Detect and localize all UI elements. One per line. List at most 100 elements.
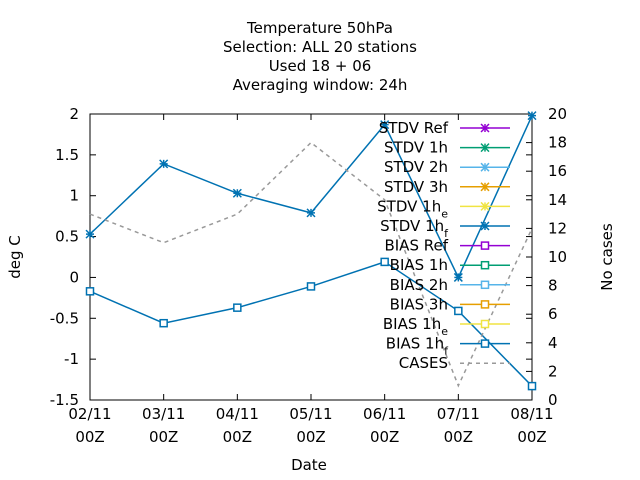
y-tick-label: 0.5 xyxy=(55,228,79,246)
plot-border xyxy=(89,113,533,401)
legend-label: BIAS 1he xyxy=(383,315,448,338)
y-tick-label: 2 xyxy=(69,105,79,123)
legend-marker xyxy=(480,319,490,329)
legend-marker xyxy=(480,339,490,348)
title-line-1: Temperature 50hPa xyxy=(246,19,393,37)
point-bias_1hf xyxy=(454,306,463,316)
legend-label: BIAS Ref xyxy=(384,237,448,255)
plot-area xyxy=(89,113,533,401)
legend-item: STDV 1h xyxy=(384,139,510,157)
legend-item: STDV Ref xyxy=(379,119,510,137)
legend-marker xyxy=(480,123,490,133)
y2-tick-label: 6 xyxy=(548,305,558,323)
legend-marker xyxy=(480,182,490,192)
x-tick-label-date: 02/11 xyxy=(68,405,111,423)
y2-axis-label: No cases xyxy=(598,223,616,291)
legend-label: CASES xyxy=(399,354,448,372)
point-stdv_1hf xyxy=(85,229,95,239)
title-line-4: Averaging window: 24h xyxy=(233,76,408,94)
point-bias_1hf xyxy=(380,257,389,267)
point-stdv_1hf xyxy=(232,188,242,198)
legend-marker xyxy=(480,260,490,270)
x-tick-label-hour: 00Z xyxy=(75,428,104,446)
legend-label: BIAS 2h xyxy=(390,276,448,294)
legend-item: STDV 3h xyxy=(384,178,510,196)
legend-marker xyxy=(480,300,490,309)
y2-tick-label: 8 xyxy=(548,277,558,295)
y-tick-label: 1 xyxy=(69,187,79,205)
x-tick-label-date: 04/11 xyxy=(216,405,259,423)
point-bias_1hf xyxy=(306,282,316,291)
legend-item: BIAS 1hf xyxy=(386,335,510,358)
y2-tick-label: 2 xyxy=(548,362,558,380)
title-line-3: Used 18 + 06 xyxy=(269,57,372,75)
legend-item: BIAS Ref xyxy=(384,237,510,255)
series-line-stdv_1hf xyxy=(89,115,533,280)
legend-label: STDV 1hf xyxy=(380,217,449,240)
legend-item: BIAS 1he xyxy=(383,315,510,338)
y2-tick-label: 16 xyxy=(548,162,567,180)
x-tick-label-date: 03/11 xyxy=(142,405,185,423)
legend-label: STDV 1h xyxy=(384,139,448,157)
point-stdv_1hf xyxy=(306,208,316,218)
legend-item: STDV 1he xyxy=(377,197,510,220)
legend-marker xyxy=(480,162,490,172)
x-tick-label-date: 05/11 xyxy=(289,405,332,423)
y-tick-label: -1.5 xyxy=(50,391,79,409)
y2-tick-label: 20 xyxy=(548,105,567,123)
y-tick-label: -1 xyxy=(64,350,79,368)
legend-item: CASES xyxy=(399,354,510,372)
legend-label: BIAS 1h xyxy=(390,256,448,274)
y-tick-label: 1.5 xyxy=(55,146,79,164)
legend-item: BIAS 3h xyxy=(390,295,510,313)
x-tick-label-hour: 00Z xyxy=(223,428,252,446)
legend-marker xyxy=(480,201,490,211)
x-tick-label-date: 07/11 xyxy=(437,405,480,423)
y-axis-label: deg C xyxy=(6,235,24,279)
point-stdv_1hf xyxy=(380,120,390,130)
y2-tick-label: 10 xyxy=(548,248,567,266)
legend-item: BIAS 2h xyxy=(390,276,510,294)
x-tick-label-date: 08/11 xyxy=(510,405,553,423)
title-line-2: Selection: ALL 20 stations xyxy=(223,38,417,56)
y-tick-label: -0.5 xyxy=(50,309,79,327)
legend-item: STDV 2h xyxy=(384,158,510,176)
legend-marker xyxy=(480,143,490,153)
legend-label: STDV 1he xyxy=(377,197,448,220)
point-bias_1hf xyxy=(159,318,168,328)
point-bias_1hf xyxy=(233,303,242,312)
y2-tick-label: 12 xyxy=(548,219,567,237)
series-line-cases xyxy=(89,141,533,388)
y-axis-ticks: 2 1.5 1 0.5 0 -0.5 -1 -1.5 xyxy=(50,105,532,409)
x-axis-label: Date xyxy=(291,456,327,474)
x-tick-label-hour: 00Z xyxy=(517,428,546,446)
legend-item: BIAS 1h xyxy=(390,256,510,274)
legend-marker xyxy=(480,221,490,231)
legend-marker xyxy=(480,241,490,250)
point-stdv_1hf xyxy=(159,159,169,169)
x-tick-label-hour: 00Z xyxy=(370,428,399,446)
y2-tick-label: 14 xyxy=(548,191,567,209)
legend-label: BIAS 3h xyxy=(390,295,448,313)
x-tick-label-hour: 00Z xyxy=(444,428,473,446)
y2-tick-label: 0 xyxy=(548,391,558,409)
x-tick-label-hour: 00Z xyxy=(296,428,325,446)
point-stdv_1hf xyxy=(453,272,463,282)
x-tick-label-hour: 00Z xyxy=(149,428,178,446)
legend-label: BIAS 1hf xyxy=(386,335,449,358)
series-layer xyxy=(85,111,537,391)
x-tick-label-date: 06/11 xyxy=(363,405,406,423)
legend-label: STDV 3h xyxy=(384,178,448,196)
legend-label: STDV 2h xyxy=(384,158,448,176)
chart-title: Temperature 50hPa Selection: ALL 20 stat… xyxy=(223,19,417,94)
legend-item: STDV 1hf xyxy=(380,217,510,240)
x-axis-ticks: 02/11 00Z 03/11 00Z 04/11 00Z 05/11 00Z 06/11 00Z… xyxy=(68,114,554,446)
y2-tick-label: 4 xyxy=(548,334,558,352)
legend-label: STDV Ref xyxy=(379,119,449,137)
point-bias_1hf xyxy=(527,381,537,391)
y-tick-label: 0 xyxy=(69,268,79,286)
y2-tick-label: 18 xyxy=(548,134,567,152)
